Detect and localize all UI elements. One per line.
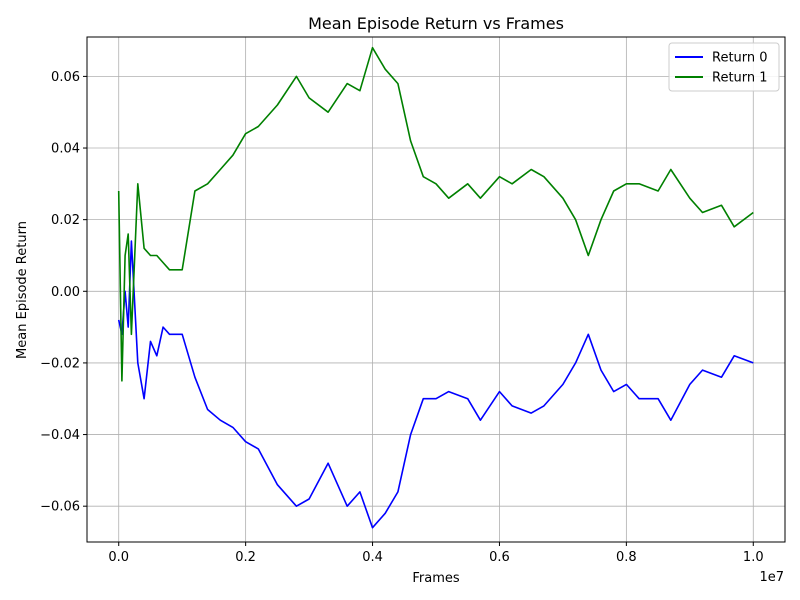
legend: Return 0 Return 1 (668, 42, 780, 92)
plot-area (87, 37, 785, 542)
x-tick-label: 0.2 (235, 550, 256, 565)
legend-box (668, 42, 780, 92)
legend-entry: Return 0 (712, 51, 768, 66)
chart-title: Mean Episode Return vs Frames (308, 14, 564, 33)
x-axis-offset-label: 1e7 (759, 570, 784, 585)
series-line-1 (117, 46, 754, 382)
y-tick-label: 0.00 (51, 285, 80, 300)
y-tick-label: −0.04 (40, 428, 80, 443)
y-tick-label: 0.02 (51, 213, 80, 228)
x-tick-label: 0.0 (108, 550, 129, 565)
plot-frame (86, 36, 786, 543)
x-axis-ticks: 0.0 0.2 0.4 0.6 0.8 1.0 (108, 542, 764, 565)
y-tick-label: −0.02 (40, 356, 80, 371)
y-axis-ticks: −0.06 −0.04 −0.02 0.00 0.02 0.04 0.06 (40, 70, 87, 515)
x-tick-label: 0.4 (362, 550, 383, 565)
x-tick-label: 0.8 (616, 550, 637, 565)
x-axis-label: Frames (412, 571, 460, 586)
legend-entry: Return 1 (712, 71, 768, 86)
x-tick-label: 0.6 (489, 550, 510, 565)
y-axis-label: Mean Episode Return (15, 221, 30, 359)
x-tick-label: 1.0 (743, 550, 764, 565)
y-tick-label: 0.04 (51, 142, 80, 157)
series-line-0 (117, 240, 754, 529)
grid-lines (87, 37, 785, 542)
y-tick-label: −0.06 (40, 500, 80, 515)
y-tick-label: 0.06 (51, 70, 80, 85)
series-layer (117, 46, 754, 529)
